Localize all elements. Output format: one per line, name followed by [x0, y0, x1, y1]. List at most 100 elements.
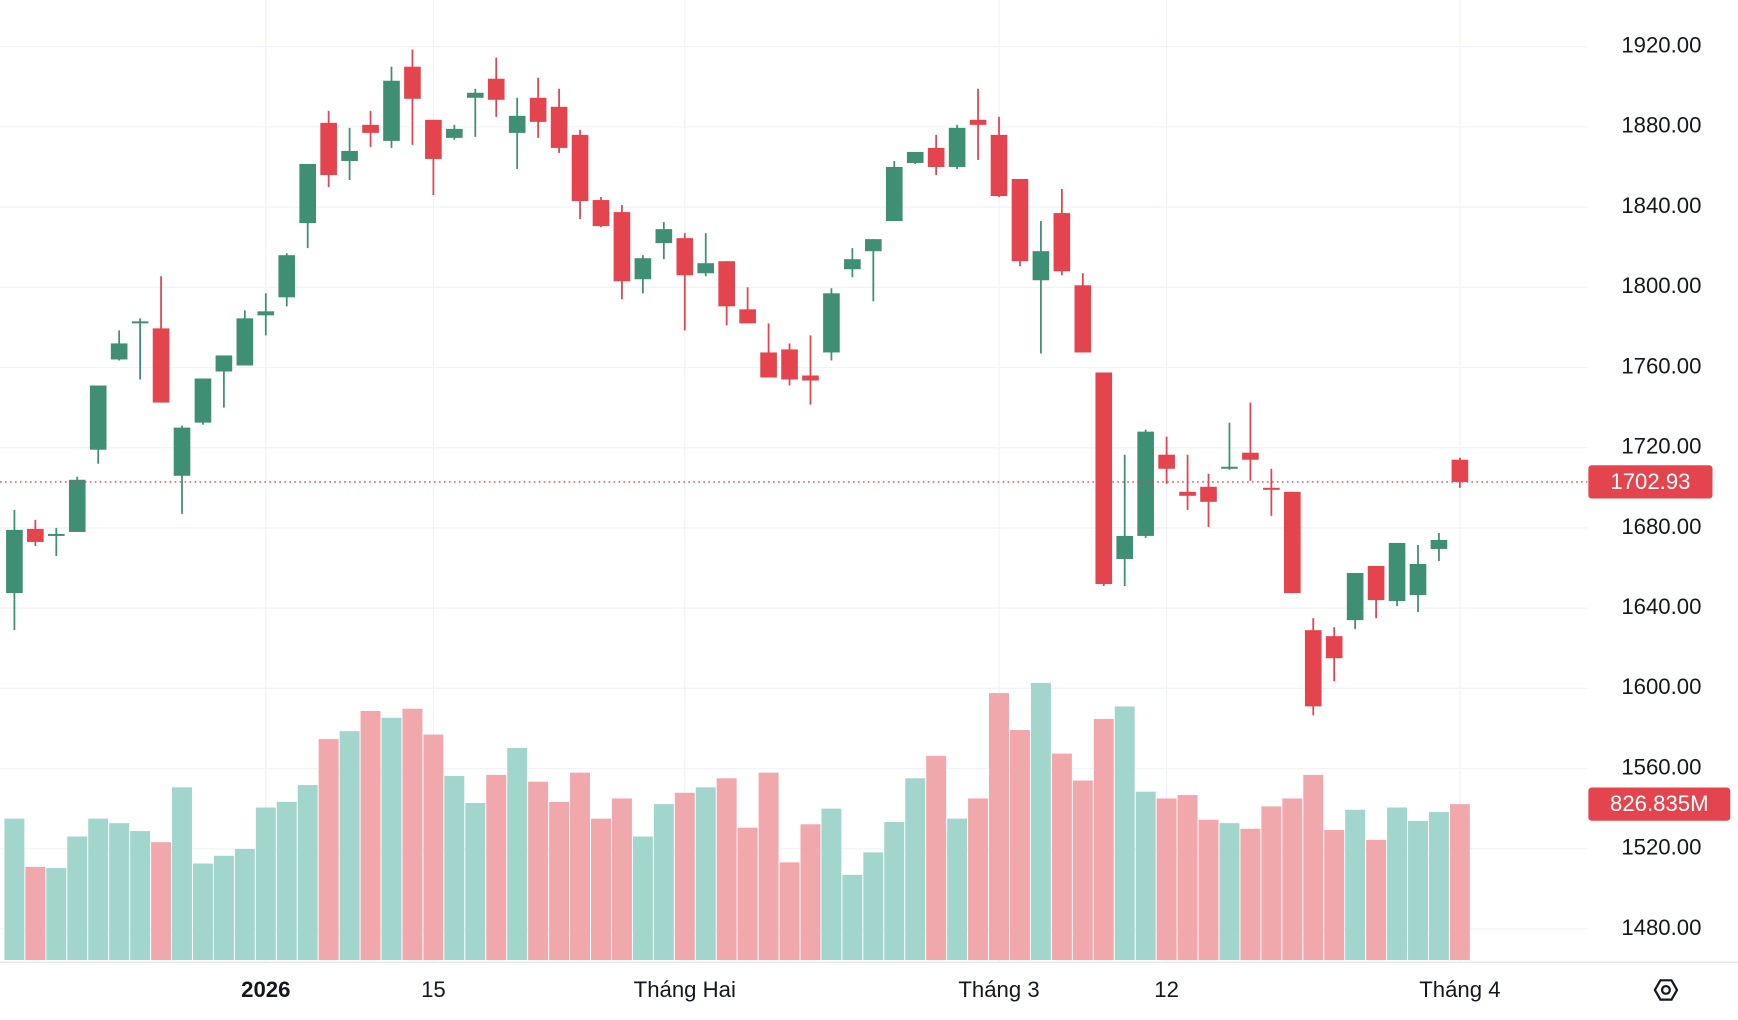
candle-body [1430, 539, 1448, 549]
y-tick-label: 1480.00 [1621, 915, 1701, 940]
y-tick-label: 1640.00 [1621, 594, 1701, 619]
candle-body [781, 349, 798, 380]
volume-bar [863, 852, 884, 961]
candle-body [865, 239, 882, 252]
volume-bar [213, 855, 234, 961]
volume-bar [276, 801, 297, 961]
candle-body [927, 147, 945, 167]
candle-body [634, 258, 652, 280]
y-tick-label: 1720.00 [1621, 434, 1701, 459]
candle-body [131, 321, 149, 324]
volume-bar [779, 862, 800, 961]
volume-bar [926, 755, 947, 961]
volume-bar [1009, 730, 1030, 961]
x-tick-label: Tháng Hai [634, 977, 736, 1002]
volume-bar [255, 807, 276, 961]
volume-bar [632, 836, 653, 961]
volume-bar [130, 831, 151, 961]
candle-body [278, 255, 296, 298]
candle-body [487, 78, 505, 100]
settings-button[interactable] [1653, 979, 1679, 1001]
volume-bar [968, 798, 989, 961]
volume-bar [1303, 774, 1324, 961]
volume-bar [1449, 804, 1470, 961]
candle-body [215, 355, 233, 372]
candle-body [1388, 542, 1406, 602]
candle-body [383, 80, 400, 141]
candle-body [362, 124, 379, 133]
candle-body [1053, 213, 1071, 272]
volume-bar [947, 818, 968, 961]
volume-bar [172, 787, 192, 961]
candle-body [152, 328, 170, 403]
y-tick-label: 1600.00 [1621, 674, 1701, 699]
candle-body [1221, 466, 1238, 469]
volume-layer [4, 682, 1470, 961]
candle-body [906, 151, 924, 163]
volume-bar [1072, 780, 1093, 961]
candle-body [1304, 630, 1322, 707]
candle-body [1095, 372, 1113, 585]
candle-body [613, 212, 631, 282]
volume-bar [25, 866, 46, 961]
x-tick-label: 2026 [241, 977, 290, 1002]
candle-body [194, 378, 212, 423]
volume-bar [674, 792, 695, 961]
candle-body [592, 200, 610, 227]
candle-body [508, 115, 526, 133]
candle-body [655, 229, 673, 244]
settings-dot[interactable] [1660, 984, 1671, 995]
volume-bar [151, 842, 172, 961]
volume-bar [1114, 706, 1135, 961]
volume-bar [67, 836, 88, 961]
volume-bar [549, 801, 570, 961]
candle-body [47, 533, 65, 536]
candle-body [257, 311, 275, 316]
candle-body [1179, 491, 1196, 496]
volume-bar [611, 798, 632, 961]
volume-bar [695, 787, 716, 961]
candle-body [173, 427, 191, 476]
candle-body [676, 238, 694, 276]
volume-badge [1588, 787, 1731, 821]
candle-body [68, 479, 86, 532]
y-tick-label: 1680.00 [1621, 514, 1701, 539]
candle-body [969, 119, 987, 125]
candle-body [1137, 431, 1154, 536]
settings-hexagon[interactable] [1653, 979, 1679, 1001]
volume-bar [444, 776, 465, 961]
volume-bar [192, 863, 213, 961]
candle-body [718, 261, 735, 307]
volume-bar [297, 785, 318, 961]
last-price-badge [1588, 465, 1713, 499]
candle-body [1074, 285, 1092, 353]
candle-layer [6, 49, 1469, 716]
candle-body [885, 166, 903, 222]
volume-bar [653, 804, 674, 961]
last-price-label: 1702.93 [1610, 469, 1690, 494]
label-layer: 1480.00 1520.00 1560.00 1600.00 1640.00 1680.… [0, 33, 1731, 1002]
x-tick-label: 12 [1154, 977, 1179, 1002]
volume-bar [465, 802, 486, 961]
candle-body [550, 106, 568, 148]
grid [0, 0, 1588, 963]
volume-bar [1345, 809, 1366, 961]
y-tick-label: 1760.00 [1621, 353, 1701, 378]
candle-body [1283, 491, 1301, 594]
candle-body [6, 529, 23, 594]
candle-body [571, 134, 589, 202]
volume-bar [1324, 829, 1345, 961]
x-tick-label: Tháng 3 [958, 977, 1039, 1002]
volume-bar [1030, 682, 1051, 961]
volume-bar [234, 848, 255, 961]
volume-bar [46, 868, 67, 961]
volume-bar [591, 818, 611, 961]
y-tick-label: 1920.00 [1621, 33, 1701, 58]
volume-bar [109, 823, 130, 961]
candle-body [739, 309, 756, 324]
volume-bar [402, 708, 423, 961]
volume-bar [1177, 795, 1198, 961]
candle-body [1011, 178, 1029, 262]
candle-body [27, 528, 44, 542]
